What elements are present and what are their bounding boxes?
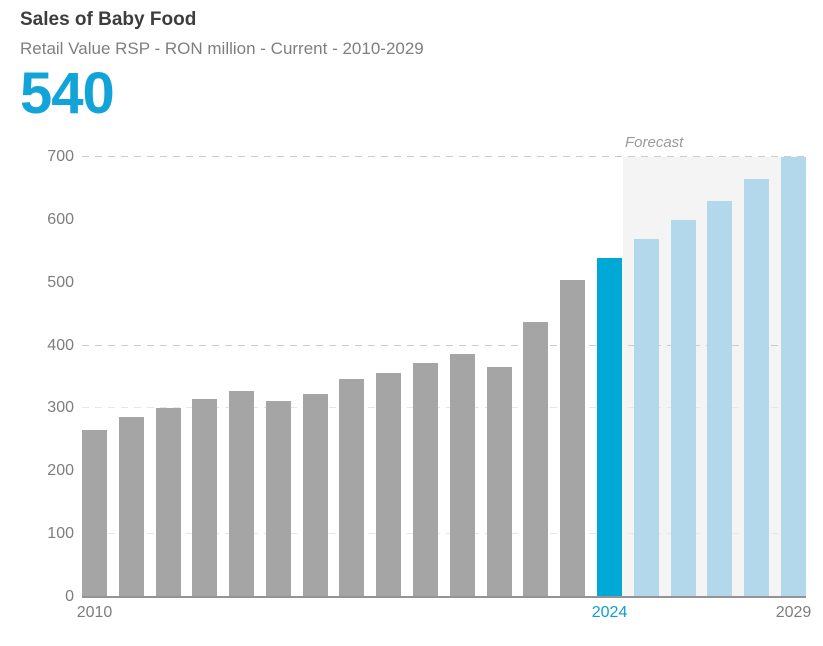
y-axis-tick-label-600: 600 [47,210,74,228]
bar-2012 [155,407,181,597]
bar-2025 [633,238,659,597]
bar-2022 [523,322,549,597]
bar-2029 [780,157,806,597]
bar-2023 [560,279,586,597]
bar-2010 [82,430,107,597]
y-axis-tick-label-500: 500 [47,273,74,291]
bar-2013 [192,399,218,597]
gridline-400 [82,344,806,346]
chart-bars [82,157,806,597]
bar-2027 [707,201,733,597]
bar-2018 [376,373,402,597]
bar-2026 [670,219,696,597]
bar-2019 [413,362,439,597]
bar-2015 [265,400,291,597]
x-axis-line [82,596,806,598]
x-axis-tick-label-2024: 2024 [591,604,628,621]
chart-subtitle: Retail Value RSP - RON million - Current… [20,39,424,58]
gridline-300 [82,407,806,409]
bar-2024 [596,257,622,597]
x-axis-labels: 2010 2024 2029 [77,597,812,623]
bar-2028 [744,179,770,597]
y-axis-labels: 0 100 200 300 400 500 600 700 [0,148,74,605]
y-axis-tick-label-400: 400 [47,336,74,354]
forecast-label: Forecast [625,134,684,151]
y-axis-tick-label-300: 300 [47,399,74,417]
y-axis-tick-label-100: 100 [47,525,74,543]
y-axis-tick-label-200: 200 [47,462,74,480]
x-axis-tick-label-2029: 2029 [775,604,812,621]
x-axis-tick-label-2010: 2010 [76,604,113,621]
bar-2016 [302,393,328,597]
bar-2020 [449,353,475,597]
gridline-100 [82,533,806,535]
headline-value: 540 [20,61,115,126]
bar-2017 [339,378,365,597]
plot-area: Forecast 0 100 200 300 400 500 600 700 2010 2024… [47,134,811,621]
y-axis-tick-label-700: 700 [47,148,74,165]
bar-2011 [118,416,144,597]
bar-2014 [229,390,255,597]
gridline-layer [82,156,806,597]
y-axis-tick-label-0: 0 [65,588,74,605]
chart-header: Sales of Baby Food Retail Value RSP - RO… [20,8,803,126]
chart-title: Sales of Baby Food [20,9,197,30]
gridline-700 [82,156,806,157]
bar-2021 [486,366,512,597]
